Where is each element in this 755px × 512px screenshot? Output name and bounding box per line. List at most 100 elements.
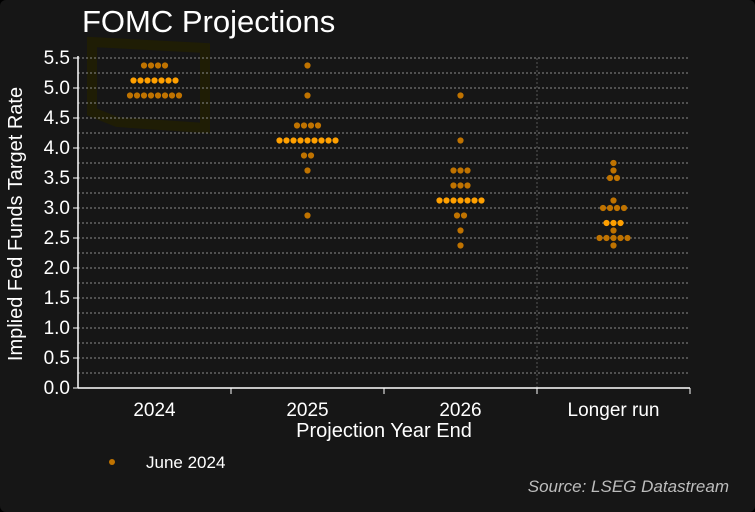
projection-dot	[300, 152, 308, 159]
median-dot	[603, 219, 610, 227]
x-tick-label: Longer run	[568, 400, 660, 421]
median-dot	[617, 219, 624, 227]
projection-dot	[624, 234, 631, 242]
chart-title: FOMC Projections	[82, 4, 336, 39]
projection-dot	[168, 92, 176, 99]
projection-dot	[140, 62, 148, 69]
projection-dot	[314, 122, 322, 129]
projection-dot	[304, 62, 311, 69]
median-dot	[304, 137, 311, 144]
projection-dot	[175, 92, 183, 99]
projection-dot	[610, 227, 617, 234]
median-dot	[297, 137, 304, 144]
source-note: Source: LSEG Datastream	[527, 477, 729, 496]
logo-watermark	[87, 36, 210, 134]
median-dot	[137, 77, 144, 84]
projection-dot	[457, 242, 464, 249]
y-tick-label: 5.0	[44, 78, 70, 99]
projection-dot	[450, 167, 457, 174]
y-tick-label: 1.0	[44, 318, 70, 339]
y-tick-label: 4.0	[44, 138, 70, 159]
projection-dot	[161, 62, 169, 69]
median-dot	[283, 137, 290, 144]
projection-dot	[304, 92, 311, 99]
projection-dot	[617, 234, 624, 242]
projection-dot	[307, 122, 315, 129]
projection-dot	[610, 242, 617, 249]
y-tick-label: 3.5	[44, 168, 70, 189]
projection-dot	[599, 204, 607, 212]
y-tick-label: 2.5	[44, 228, 70, 249]
projection-dot	[140, 92, 148, 99]
legend-marker	[109, 459, 115, 465]
median-dot	[276, 137, 283, 144]
median-dot	[318, 137, 325, 144]
projection-dot	[304, 212, 311, 219]
x-tick-label: 2024	[133, 400, 176, 421]
projection-dot	[293, 122, 301, 129]
y-axis-label: Implied Fed Funds Target Rate	[5, 87, 27, 361]
median-dot	[311, 137, 318, 144]
projection-dot	[457, 137, 464, 144]
projection-dot	[606, 174, 614, 182]
projection-dot	[603, 234, 610, 242]
median-dot	[464, 197, 471, 204]
projection-dot	[147, 92, 155, 99]
x-tick-label: 2025	[286, 400, 328, 421]
projection-dot	[610, 234, 617, 242]
projection-dot	[457, 92, 464, 99]
median-dot	[610, 219, 617, 227]
projection-dot	[620, 204, 628, 212]
x-axis-label: Projection Year End	[296, 420, 472, 442]
y-tick-label: 0.5	[44, 348, 70, 369]
y-tick-label: 1.5	[44, 288, 70, 309]
projection-dot	[613, 204, 621, 212]
y-tick-label: 2.0	[44, 258, 70, 279]
projection-dot	[610, 197, 617, 204]
projection-dot	[450, 182, 457, 189]
projection-dot	[453, 212, 461, 219]
projection-dot	[613, 174, 621, 182]
median-dot	[165, 77, 172, 84]
y-tick-label: 0.0	[44, 378, 70, 399]
median-dot	[325, 137, 332, 144]
legend-label: June 2024	[146, 453, 225, 472]
projection-dot	[457, 227, 464, 234]
projection-dot	[147, 62, 155, 69]
median-dot	[172, 77, 179, 84]
projection-dot	[610, 159, 617, 167]
x-tick-label: 2026	[439, 400, 481, 421]
projection-dot	[596, 234, 603, 242]
projection-dot	[161, 92, 169, 99]
projection-dot	[300, 122, 308, 129]
projection-dot	[154, 92, 162, 99]
median-dot	[450, 197, 457, 204]
projection-dot	[307, 152, 315, 159]
median-dot	[332, 137, 339, 144]
y-tick-label: 5.5	[44, 48, 70, 69]
median-dot	[471, 197, 478, 204]
projection-dot	[133, 92, 141, 99]
median-dot	[478, 197, 485, 204]
median-dot	[436, 197, 443, 204]
projection-dot	[457, 167, 464, 174]
y-tick-label: 4.5	[44, 108, 70, 129]
projection-dot	[126, 92, 134, 99]
y-tick-label: 3.0	[44, 198, 70, 219]
median-dot	[144, 77, 151, 84]
median-dot	[290, 137, 297, 144]
median-dot	[151, 77, 158, 84]
median-dot	[158, 77, 165, 84]
projection-dot	[606, 204, 614, 212]
median-dot	[457, 197, 464, 204]
median-dot	[443, 197, 450, 204]
projection-dot	[460, 212, 468, 219]
median-dot	[130, 77, 137, 84]
projection-dot	[464, 182, 471, 189]
projection-dot	[610, 167, 617, 174]
projection-dot	[464, 167, 471, 174]
projection-dot	[457, 182, 464, 189]
projection-dot	[304, 167, 311, 174]
